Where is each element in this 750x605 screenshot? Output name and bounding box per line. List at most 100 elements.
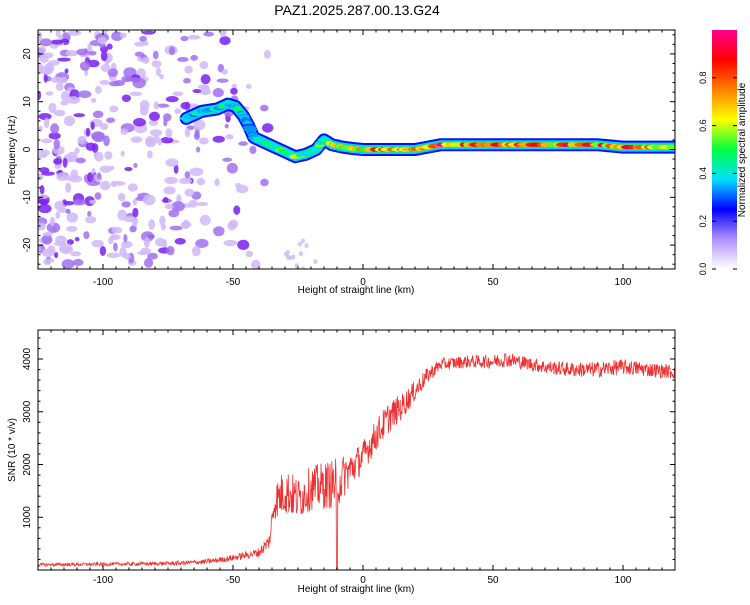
snr-y-tick-label: 1000 <box>22 506 33 529</box>
noise-blob <box>111 31 123 42</box>
noise-blob <box>60 91 70 102</box>
noise-blob <box>129 91 142 97</box>
noise-blob <box>199 214 211 226</box>
noise-blob <box>180 101 191 110</box>
noise-blob <box>87 59 100 68</box>
noise-blob <box>168 209 180 218</box>
noise-blob <box>233 205 241 215</box>
noise-blob <box>43 69 51 75</box>
noise-blob <box>196 146 201 153</box>
noise-blob <box>99 180 111 191</box>
noise-blob <box>159 215 166 226</box>
snr-y-tick-label: 2000 <box>22 453 33 476</box>
noise-blob <box>38 194 49 199</box>
noise-blob <box>139 100 150 110</box>
noise-blob <box>230 87 238 95</box>
noise-blob <box>184 65 193 74</box>
noise-blob <box>39 38 52 47</box>
noise-blob <box>106 43 113 50</box>
noise-blob <box>235 184 249 194</box>
noise-blob <box>261 123 274 133</box>
noise-blob <box>263 49 271 59</box>
noise-blob <box>132 77 146 89</box>
noise-blob <box>65 208 71 214</box>
noise-blob <box>188 199 198 208</box>
colorbar-tick-label: 0.4 <box>698 167 708 180</box>
snr-series-line <box>38 352 675 570</box>
noise-blob <box>245 83 252 90</box>
noise-blob <box>141 30 156 35</box>
noise-blob <box>99 165 112 173</box>
noise-blob <box>177 57 189 62</box>
snr-x-axis-label: Height of straight line (km) <box>298 584 415 595</box>
noise-blob <box>221 69 229 75</box>
spectrogram-y-tick-label: -20 <box>22 237 33 252</box>
noise-blob <box>85 216 97 224</box>
noise-blob <box>165 158 179 167</box>
noise-blob <box>41 248 55 258</box>
noise-blob <box>151 60 162 68</box>
spectrogram-x-tick-label: 50 <box>487 277 499 288</box>
colorbar-tick-label: 0.2 <box>698 215 708 228</box>
noise-blob <box>40 149 50 157</box>
snr-x-tick-label: -50 <box>226 575 241 586</box>
noise-blob <box>142 194 156 206</box>
noise-blob <box>53 109 66 117</box>
noise-blob <box>87 210 92 217</box>
noise-blob <box>214 178 220 187</box>
noise-blob <box>90 121 95 131</box>
noise-blob <box>72 258 84 267</box>
noise-blob <box>171 201 185 212</box>
noise-blob <box>297 241 302 247</box>
noise-blob <box>245 250 254 258</box>
noise-blob <box>38 173 44 181</box>
colorbar-tick-label: 0.6 <box>698 119 708 132</box>
noise-blob <box>99 79 110 86</box>
noise-blob <box>121 201 131 208</box>
noise-blob <box>212 135 225 143</box>
noise-blob <box>100 50 108 62</box>
noise-blob <box>222 157 233 162</box>
noise-blob <box>285 250 290 256</box>
noise-blob <box>85 128 91 137</box>
noise-blob <box>200 84 210 95</box>
noise-blob <box>50 39 64 45</box>
noise-blob <box>304 243 309 249</box>
noise-blob <box>249 145 257 155</box>
noise-blob <box>196 201 209 207</box>
noise-blob <box>91 131 105 141</box>
noise-blob <box>165 128 173 139</box>
noise-blob <box>60 100 69 106</box>
noise-blob <box>74 236 80 242</box>
ridge-core <box>666 144 675 150</box>
noise-blob <box>130 136 143 143</box>
noise-blob <box>63 201 75 206</box>
snr-x-tick-label: 100 <box>615 575 632 586</box>
noise-blob <box>113 242 118 252</box>
noise-blob <box>38 199 48 205</box>
noise-blob <box>285 254 290 260</box>
noise-blob <box>298 251 303 257</box>
noise-blob <box>301 266 306 269</box>
noise-blob <box>213 226 225 237</box>
noise-blob <box>149 129 163 137</box>
noise-blob <box>55 82 64 91</box>
noise-blob <box>169 225 183 231</box>
noise-blob <box>132 198 137 206</box>
snr-y-tick-label: 4000 <box>22 347 33 370</box>
noise-blob <box>313 259 318 265</box>
noise-blob <box>224 123 229 129</box>
noise-blob <box>163 113 172 122</box>
noise-blob <box>87 172 94 183</box>
noise-blob <box>132 207 139 218</box>
spectrogram-x-tick-label: 0 <box>360 277 366 288</box>
snr-x-tick-label: -100 <box>93 575 113 586</box>
noise-blob <box>87 42 93 54</box>
noise-blob <box>104 151 113 160</box>
noise-blob <box>145 135 155 147</box>
noise-blob <box>147 252 158 260</box>
noise-blob <box>183 77 191 84</box>
noise-blob <box>148 119 159 126</box>
noise-blob <box>94 151 104 162</box>
